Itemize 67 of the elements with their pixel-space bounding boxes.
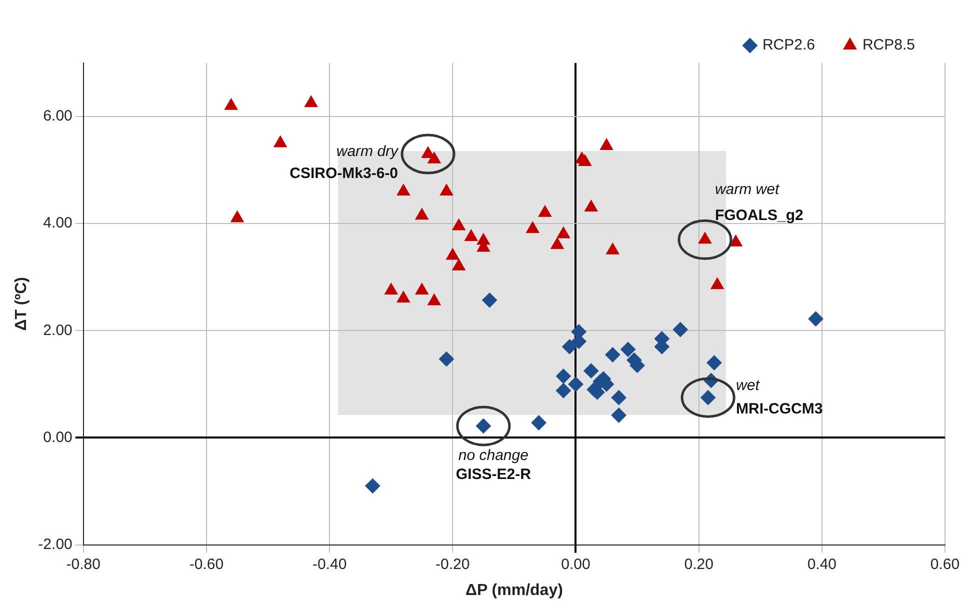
point bbox=[415, 208, 428, 220]
point bbox=[428, 294, 441, 306]
point bbox=[562, 339, 578, 354]
point bbox=[452, 218, 466, 230]
point bbox=[452, 258, 466, 270]
annotation: CSIRO-Mk3-6-0 bbox=[290, 165, 398, 182]
point bbox=[274, 136, 287, 148]
point bbox=[428, 152, 441, 164]
point bbox=[365, 478, 380, 494]
y-axis-title: ΔT (ºC) bbox=[13, 277, 30, 331]
legend-label: RCP2.6 bbox=[762, 36, 815, 54]
y-tick-label: 6.00 bbox=[43, 108, 72, 125]
x-tick-label: 0.60 bbox=[930, 556, 960, 573]
x-tick-label: -0.60 bbox=[189, 556, 224, 573]
point bbox=[556, 368, 571, 384]
point bbox=[526, 221, 540, 233]
annotation: no change bbox=[458, 447, 528, 464]
point bbox=[550, 238, 564, 250]
point bbox=[620, 342, 636, 357]
point bbox=[729, 234, 742, 246]
y-tick-label: 4.00 bbox=[43, 214, 72, 232]
point bbox=[584, 363, 599, 378]
point bbox=[611, 408, 626, 423]
y-tick-label: 0.00 bbox=[43, 428, 72, 446]
point bbox=[605, 347, 620, 362]
point bbox=[482, 292, 498, 308]
point bbox=[706, 355, 722, 370]
point bbox=[384, 283, 398, 295]
point bbox=[538, 205, 552, 217]
annotation: warm dry bbox=[336, 143, 400, 160]
x-tick-label: 0.40 bbox=[807, 556, 837, 573]
x-tick-label: -0.20 bbox=[436, 556, 470, 573]
annotation: wet bbox=[736, 376, 760, 394]
y-tick-label: -2.00 bbox=[38, 536, 72, 553]
point bbox=[611, 390, 626, 406]
x-axis-title: ΔP (mm/day) bbox=[465, 582, 563, 599]
point bbox=[224, 98, 238, 110]
point bbox=[415, 283, 428, 295]
point bbox=[464, 229, 478, 241]
point bbox=[556, 383, 571, 398]
annotation: warm wet bbox=[714, 180, 780, 198]
point bbox=[808, 311, 824, 326]
x-tick-label: 0.20 bbox=[684, 556, 714, 573]
point bbox=[710, 278, 724, 290]
point bbox=[438, 352, 454, 367]
y-tick-label: 2.00 bbox=[43, 322, 72, 339]
point bbox=[531, 415, 546, 430]
point bbox=[304, 96, 318, 108]
point bbox=[440, 184, 454, 196]
point bbox=[396, 184, 410, 196]
point bbox=[606, 242, 620, 254]
point bbox=[672, 322, 688, 338]
point bbox=[568, 376, 584, 392]
point bbox=[584, 200, 598, 212]
annotation: MRI-CGCM3 bbox=[736, 400, 823, 418]
legend-label: RCP8.5 bbox=[862, 36, 916, 54]
x-tick-label: -0.40 bbox=[312, 556, 347, 573]
x-tick-label: -0.80 bbox=[66, 556, 100, 573]
annotation: GISS-E2-R bbox=[456, 466, 532, 484]
point bbox=[230, 210, 244, 222]
annotation: FGOALS_g2 bbox=[714, 206, 804, 224]
point bbox=[446, 248, 460, 260]
point bbox=[578, 154, 592, 166]
point bbox=[600, 138, 614, 150]
x-tick-label: 0.00 bbox=[561, 556, 590, 573]
point bbox=[556, 226, 570, 238]
point bbox=[396, 291, 410, 303]
